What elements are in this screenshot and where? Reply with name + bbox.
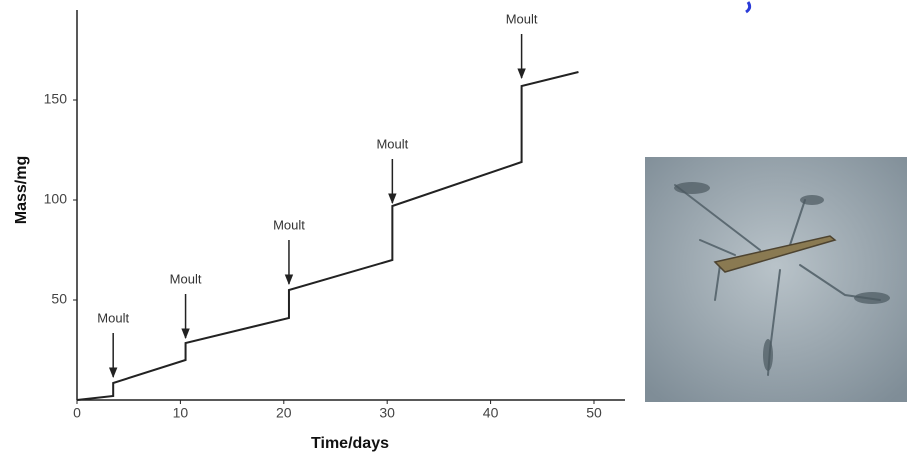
x-axis-title: Time/days [311, 435, 389, 452]
y-tick-label: 150 [44, 91, 68, 107]
annotation: Moult [506, 11, 538, 26]
annotation: Moult [170, 271, 202, 286]
annotation: Moult [376, 136, 408, 151]
slide: Time/days Mass/mg 0 10 20 30 40 50 50 100 150 Mou… [0, 0, 907, 455]
decoration [746, 2, 750, 12]
x-tick-label: 0 [73, 405, 81, 421]
x-tick-label: 10 [173, 405, 189, 421]
x-tick-label: 50 [586, 405, 602, 421]
x-tick-label: 20 [276, 405, 292, 421]
y-axis-title: Mass/mg [13, 156, 30, 224]
y-tick-label: 50 [51, 291, 67, 307]
data-line [77, 72, 578, 400]
x-tick-label: 30 [379, 405, 395, 421]
photo [645, 157, 907, 402]
annotation: Moult [97, 310, 129, 325]
x-tick-label: 40 [483, 405, 499, 421]
annotation: Moult [273, 217, 305, 232]
y-tick-label: 100 [44, 191, 68, 207]
